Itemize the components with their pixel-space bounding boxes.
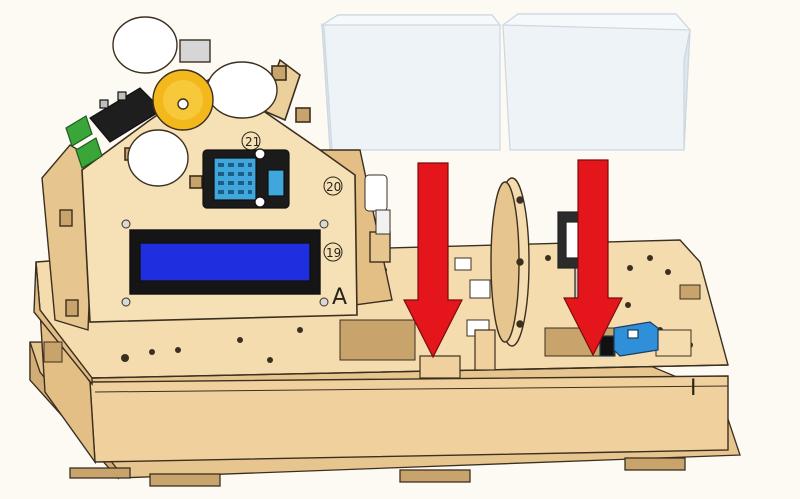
white-cable xyxy=(364,174,391,235)
house-number-top: 21 xyxy=(245,135,260,149)
wheel-disk xyxy=(490,177,530,347)
house-number-side: 20 xyxy=(326,180,341,194)
green-terminals xyxy=(65,115,103,169)
temperature-humidity-sensor-icon xyxy=(202,148,290,209)
plate-slots xyxy=(43,279,701,363)
lcd-screws xyxy=(121,219,329,307)
number-ring-lcd xyxy=(323,242,343,262)
base-roman-label: I xyxy=(690,376,697,401)
lcd-display-icon xyxy=(129,229,321,295)
blue-terminal-block xyxy=(599,321,659,357)
number-ring-side xyxy=(323,176,343,196)
down-arrow-icon xyxy=(403,162,463,359)
down-arrow-icon xyxy=(563,159,623,357)
support-blocks xyxy=(419,329,496,379)
house-number-lcd: 19 xyxy=(326,246,341,260)
acrylic-box-left xyxy=(319,14,502,151)
house-letter: A xyxy=(332,285,347,310)
acrylic-box-right xyxy=(501,13,692,151)
fan-icon xyxy=(112,16,278,187)
